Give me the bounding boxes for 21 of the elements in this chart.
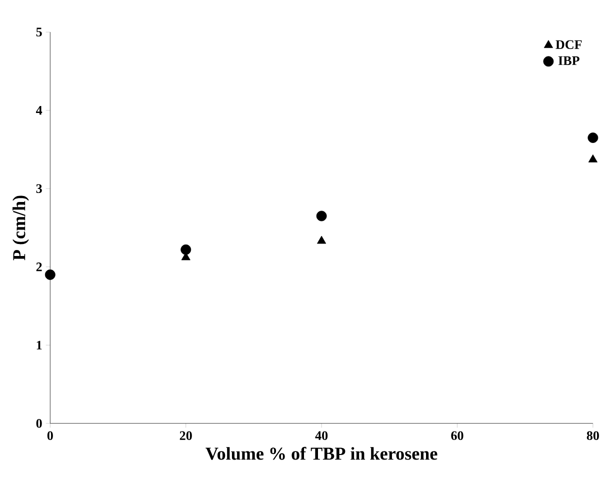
y-tick-label: 0 xyxy=(36,419,42,428)
y-tick-label: 1 xyxy=(36,341,42,350)
point xyxy=(317,236,326,244)
x-axis-title: Volume % of TBP in kerosene xyxy=(206,447,438,460)
y-tick-label: 4 xyxy=(36,106,42,115)
x-tick-label: 20 xyxy=(180,431,192,440)
x-tick-label: 80 xyxy=(586,431,599,440)
y-tick-label: 2 xyxy=(36,262,42,272)
y-tick-label: 3 xyxy=(36,184,42,194)
y-axis-title: P (cm/h) xyxy=(12,196,29,260)
y-tick-label: 5 xyxy=(36,28,42,37)
legend-label: DCF xyxy=(556,40,582,50)
x-tick-label: 0 xyxy=(47,431,53,440)
legend-label: IBP xyxy=(558,56,580,66)
point xyxy=(180,244,192,256)
point xyxy=(588,132,598,144)
x-tick-label: 40 xyxy=(315,431,328,440)
x-tick-label: 60 xyxy=(451,431,464,440)
point xyxy=(316,210,327,222)
point xyxy=(588,154,598,163)
point xyxy=(44,270,56,280)
